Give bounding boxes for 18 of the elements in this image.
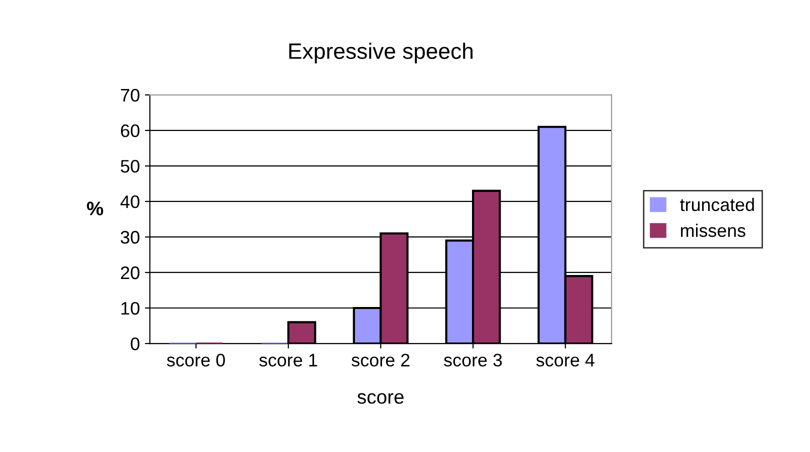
legend-label: missens: [680, 224, 746, 237]
x-tick-label: score 1: [259, 354, 318, 367]
y-tick-label: 60: [120, 124, 140, 138]
y-tick-label: 20: [120, 266, 140, 280]
y-axis-title: %: [86, 202, 104, 216]
legend-label: truncated: [680, 198, 754, 212]
y-tick-label: 0: [130, 337, 140, 350]
chart-title: Expressive speech: [289, 42, 473, 64]
x-tick-label: score 3: [444, 354, 502, 367]
x-tick-label: score 0: [166, 354, 225, 367]
x-tick-label: score 2: [352, 354, 410, 367]
y-tick-label: 40: [120, 195, 140, 208]
x-axis-title: score: [357, 393, 404, 404]
y-tick-label: 70: [120, 88, 140, 102]
y-tick-label: 30: [120, 230, 140, 244]
y-tick-label: 10: [121, 302, 140, 315]
y-tick-label: 50: [120, 160, 140, 173]
x-tick-label: score 4: [536, 354, 594, 367]
